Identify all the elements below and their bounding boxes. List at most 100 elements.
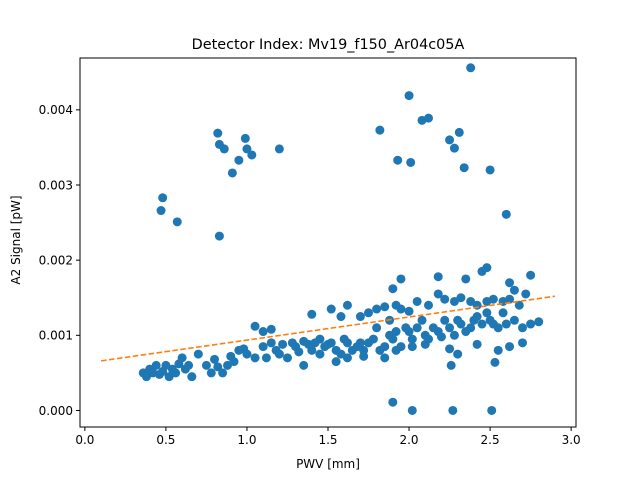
data-point [466, 323, 476, 333]
data-point [393, 155, 403, 165]
chart-title: Detector Index: Mv19_f150_Ar04c05A [192, 37, 465, 53]
data-point [456, 293, 466, 303]
data-point [518, 323, 528, 333]
data-point [240, 133, 250, 143]
data-point [521, 289, 531, 299]
data-point [388, 334, 398, 344]
data-point [472, 339, 482, 349]
data-point [266, 338, 276, 348]
data-point [505, 278, 515, 288]
data-point [372, 323, 382, 333]
data-point [446, 360, 456, 370]
data-point [424, 300, 433, 310]
data-point [526, 319, 536, 329]
data-point [454, 127, 464, 137]
data-point [518, 338, 528, 348]
data-point [477, 319, 487, 329]
data-point [234, 155, 244, 165]
data-point [461, 274, 471, 284]
data-point [171, 368, 181, 378]
data-point [514, 300, 524, 310]
data-point [407, 342, 417, 352]
data-point [412, 323, 422, 333]
data-point [336, 312, 346, 322]
data-point [424, 113, 433, 123]
data-point [534, 317, 544, 327]
x-tick-label: 0.5 [156, 433, 175, 447]
x-axis-label: PWV [mm] [296, 457, 360, 471]
x-tick-label: 2.5 [481, 433, 500, 447]
data-point [315, 334, 325, 344]
y-tick-label: 0.002 [39, 253, 73, 267]
data-point [456, 319, 466, 329]
data-point [449, 143, 459, 153]
data-point [501, 209, 511, 219]
data-point [214, 231, 224, 241]
data-point [242, 144, 252, 154]
data-point [274, 144, 284, 154]
data-point [213, 362, 223, 372]
x-tick-label: 2.0 [399, 433, 418, 447]
data-point [453, 349, 463, 359]
data-point [156, 206, 166, 216]
data-point [380, 353, 390, 363]
data-point [449, 330, 459, 340]
data-point [274, 349, 284, 359]
data-point [396, 274, 406, 284]
data-point [355, 338, 365, 348]
data-point [509, 285, 519, 295]
data-point [250, 353, 260, 363]
data-point [404, 91, 414, 101]
data-point [177, 353, 187, 363]
data-point [219, 144, 229, 154]
data-point [420, 339, 430, 349]
data-point [172, 217, 182, 227]
data-point [445, 344, 455, 354]
data-point [193, 349, 203, 359]
data-point [388, 397, 398, 407]
data-point [380, 302, 390, 312]
data-point [391, 345, 401, 355]
data-point [315, 349, 325, 359]
fit-line [100, 295, 556, 362]
data-point [445, 135, 455, 145]
data-point [151, 360, 161, 370]
data-point [505, 294, 515, 304]
data-point [406, 157, 416, 167]
data-point [487, 405, 497, 415]
x-tick-label: 1.0 [237, 433, 256, 447]
data-point [436, 332, 446, 342]
data-point [307, 309, 317, 319]
data-point [505, 342, 515, 352]
data-point [368, 334, 378, 344]
data-point [509, 315, 519, 325]
data-point [261, 353, 271, 363]
data-point [445, 323, 455, 333]
y-tick-label: 0.003 [39, 178, 73, 192]
data-point [326, 338, 336, 348]
data-point [258, 327, 268, 337]
data-point [407, 405, 417, 415]
data-point [206, 368, 216, 378]
data-point [201, 360, 211, 370]
data-point [482, 263, 492, 273]
data-point [440, 294, 450, 304]
data-point [278, 339, 288, 349]
data-point [482, 308, 492, 318]
data-point [250, 321, 260, 331]
data-point [493, 323, 503, 333]
data-point [294, 347, 304, 357]
data-point [258, 342, 268, 352]
data-point [342, 338, 352, 348]
data-point [488, 294, 498, 304]
data-point [227, 168, 237, 178]
data-point [372, 304, 382, 314]
data-point [388, 284, 398, 294]
data-point [493, 345, 503, 355]
data-point [326, 304, 336, 314]
data-point [433, 272, 443, 282]
x-tick-label: 0.0 [75, 433, 94, 447]
data-point [440, 315, 450, 325]
